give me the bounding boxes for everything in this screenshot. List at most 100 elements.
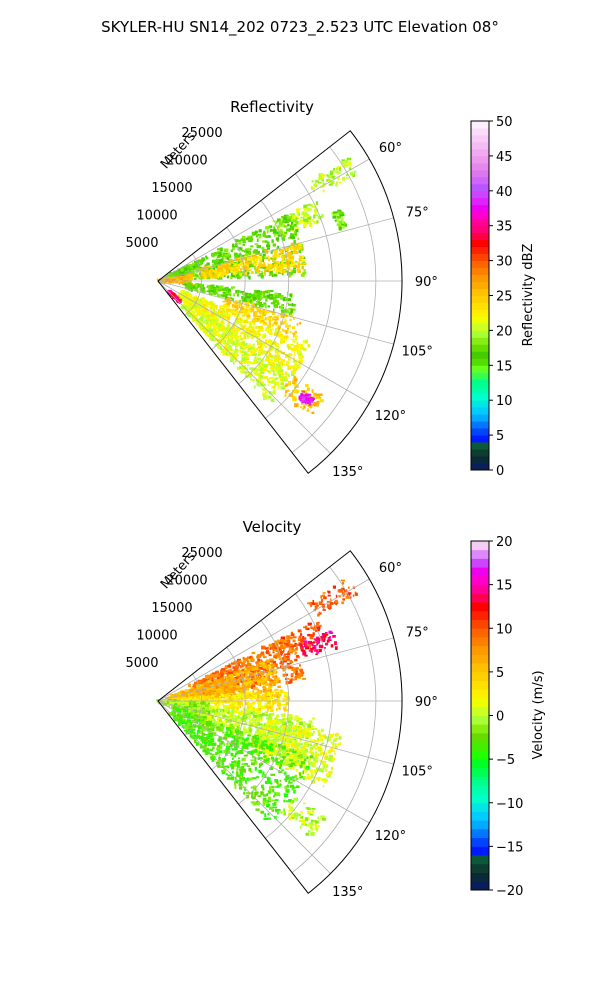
reflectivity-echo-cell bbox=[225, 295, 228, 299]
velocity-echo-cell bbox=[284, 746, 288, 749]
reflectivity-echo-cell bbox=[262, 359, 265, 362]
velocity-echo-cell bbox=[236, 726, 240, 728]
reflectivity-echo-cell bbox=[181, 293, 186, 297]
reflectivity-echo-cell bbox=[213, 334, 216, 337]
reflectivity-echo-cell bbox=[222, 271, 227, 275]
reflectivity-echo-cell bbox=[229, 263, 234, 266]
reflectivity-echo-cell bbox=[195, 282, 199, 286]
reflectivity-echo-cell bbox=[283, 321, 287, 324]
velocity-echo-cell bbox=[244, 671, 247, 673]
reflectivity-echo-cell bbox=[175, 277, 180, 281]
reflectivity-echo-cell bbox=[170, 276, 175, 280]
reflectivity-echo-cell bbox=[310, 204, 313, 207]
velocity-echo-cell bbox=[216, 692, 221, 696]
velocity-echo-cell bbox=[285, 709, 289, 712]
reflectivity-echo-cell bbox=[249, 333, 253, 337]
reflectivity-echo-cell bbox=[199, 263, 203, 265]
reflectivity-echo-cell bbox=[257, 256, 260, 259]
reflectivity-echo-cell bbox=[320, 185, 325, 188]
reflectivity-echo-cell bbox=[315, 201, 319, 205]
reflectivity-echo-cell bbox=[211, 309, 213, 313]
reflectivity-colorbar-segment bbox=[471, 414, 489, 422]
velocity-echo-cell bbox=[224, 666, 228, 670]
reflectivity-echo-cell bbox=[306, 214, 310, 218]
reflectivity-echo-cell bbox=[275, 324, 280, 327]
reflectivity-echo-cell bbox=[180, 268, 184, 272]
reflectivity-echo-cell bbox=[236, 253, 239, 257]
velocity-echo-cell bbox=[227, 664, 232, 668]
reflectivity-echo-cell bbox=[217, 266, 221, 269]
velocity-echo-cell bbox=[266, 708, 269, 712]
reflectivity-echo-cell bbox=[285, 228, 290, 232]
velocity-echo-cell bbox=[226, 692, 231, 695]
reflectivity-echo-cell bbox=[211, 337, 214, 341]
reflectivity-echo-cell bbox=[238, 329, 241, 332]
reflectivity-echo-cell bbox=[224, 311, 226, 314]
reflectivity-echo-cell bbox=[311, 180, 314, 183]
velocity-echo-cell bbox=[314, 638, 317, 642]
velocity-echo-cell bbox=[207, 680, 212, 683]
reflectivity-echo-cell bbox=[244, 375, 248, 378]
reflectivity-echo-cell bbox=[257, 298, 261, 301]
velocity-echo-cell bbox=[242, 715, 247, 720]
reflectivity-echo-cell bbox=[202, 304, 205, 308]
reflectivity-echo-cell bbox=[294, 251, 299, 255]
reflectivity-echo-cell bbox=[292, 304, 296, 307]
reflectivity-echo-cell bbox=[307, 387, 310, 391]
velocity-echo-cell bbox=[241, 671, 245, 674]
reflectivity-echo-cell bbox=[266, 355, 270, 359]
velocity-echo-cell bbox=[253, 687, 258, 691]
reflectivity-echo-cell bbox=[342, 176, 346, 181]
reflectivity-echo-cell bbox=[241, 355, 244, 360]
reflectivity-echo-cell bbox=[260, 381, 264, 385]
velocity-echo-cell bbox=[213, 675, 218, 679]
reflectivity-range-tick-label: 10000 bbox=[136, 209, 177, 224]
reflectivity-echo-cell bbox=[308, 398, 313, 401]
velocity-echo-cell bbox=[334, 641, 337, 646]
velocity-echo-cell bbox=[267, 668, 269, 673]
reflectivity-echo-cell bbox=[200, 297, 204, 300]
velocity-echo-cell bbox=[285, 642, 290, 646]
velocity-echo-cell bbox=[268, 664, 272, 668]
reflectivity-echo-cell bbox=[273, 273, 278, 277]
reflectivity-echo-cell bbox=[200, 307, 205, 310]
reflectivity-range-tick-label: 20000 bbox=[166, 154, 207, 169]
reflectivity-echo-cell bbox=[239, 365, 242, 369]
velocity-echo-cell bbox=[222, 685, 227, 688]
reflectivity-echo-cell bbox=[243, 271, 246, 274]
reflectivity-colorbar-segment bbox=[471, 365, 489, 373]
velocity-echo-cell bbox=[174, 697, 179, 700]
reflectivity-echo-cell bbox=[209, 337, 211, 341]
velocity-echo-cell bbox=[218, 696, 221, 700]
reflectivity-echo-cell bbox=[217, 289, 222, 292]
reflectivity-echo-cell bbox=[239, 347, 244, 349]
velocity-echo-cell bbox=[256, 688, 259, 691]
reflectivity-echo-cell bbox=[234, 266, 237, 269]
reflectivity-echo-cell bbox=[263, 383, 265, 387]
reflectivity-echo-cell bbox=[258, 372, 262, 377]
reflectivity-echo-cell bbox=[268, 344, 273, 346]
reflectivity-echo-cell bbox=[304, 339, 308, 344]
velocity-echo-cell bbox=[235, 665, 239, 668]
velocity-echo-cell bbox=[232, 715, 237, 717]
reflectivity-echo-cell bbox=[248, 317, 251, 319]
reflectivity-echo-cell bbox=[281, 260, 284, 264]
reflectivity-echo-cell bbox=[313, 402, 318, 405]
reflectivity-echo-cell bbox=[296, 341, 299, 346]
velocity-echo-cell bbox=[211, 685, 215, 690]
reflectivity-echo-cell bbox=[229, 267, 233, 270]
velocity-echo-cell bbox=[325, 642, 329, 646]
reflectivity-echo-cell bbox=[294, 403, 299, 408]
velocity-echo-cell bbox=[296, 726, 301, 728]
velocity-echo-cell bbox=[300, 638, 305, 643]
velocity-echo-cell bbox=[309, 635, 314, 640]
reflectivity-echo-cell bbox=[289, 318, 292, 321]
reflectivity-echo-cell bbox=[217, 345, 220, 348]
velocity-echo-cell bbox=[234, 719, 238, 724]
reflectivity-echo-cell bbox=[265, 327, 269, 332]
reflectivity-echo-cell bbox=[274, 377, 279, 380]
reflectivity-echo-cell bbox=[286, 218, 291, 222]
reflectivity-echo-cell bbox=[223, 261, 227, 263]
reflectivity-echo-cell bbox=[286, 214, 289, 217]
reflectivity-echo-cell bbox=[274, 223, 277, 226]
